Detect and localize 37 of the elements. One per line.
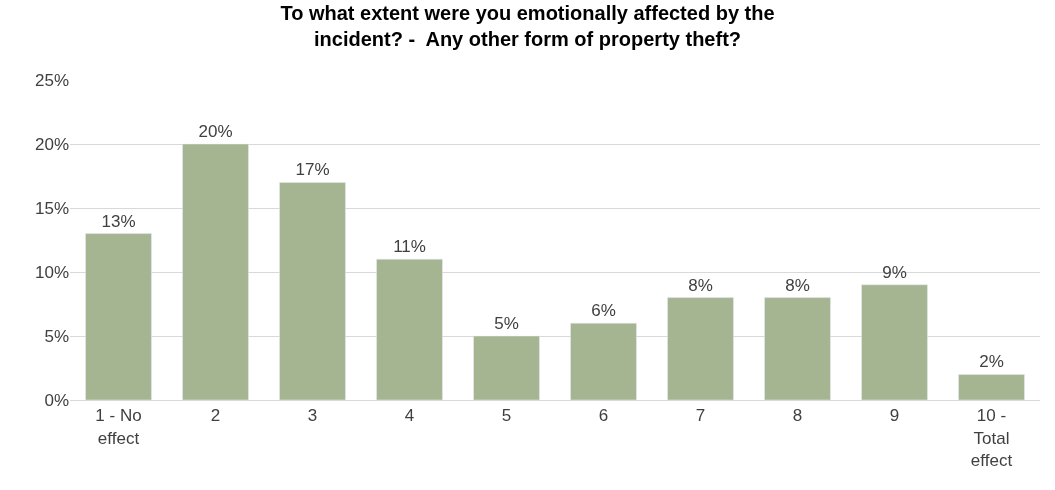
bar xyxy=(182,143,249,400)
x-tick-label: 5 xyxy=(501,406,512,426)
data-label: 20% xyxy=(198,122,233,141)
bar xyxy=(764,297,831,400)
bar xyxy=(570,322,637,400)
x-tick-label: 6 xyxy=(598,406,609,426)
x-tick-label: 1 - No effect xyxy=(95,406,142,448)
y-tick-label: 15% xyxy=(34,198,69,218)
y-tick-label: 5% xyxy=(44,326,69,346)
bar xyxy=(958,374,1025,400)
bar xyxy=(279,182,346,400)
bar xyxy=(85,233,152,400)
bar xyxy=(861,284,928,400)
data-label: 6% xyxy=(591,301,616,321)
y-tick-label: 25% xyxy=(34,70,69,90)
data-label: 5% xyxy=(494,314,519,333)
x-tick-label: 7 xyxy=(695,406,706,426)
x-tick-label: 2 xyxy=(210,406,221,426)
data-label: 8% xyxy=(785,275,810,295)
chart-title: To what extent were you emotionally affected by the incident? - Any other form of property theft? xyxy=(280,1,775,50)
y-tick-label: 10% xyxy=(34,262,69,282)
x-tick-label: 3 xyxy=(307,406,318,426)
x-tick-label: 9 xyxy=(889,406,900,426)
y-tick-label: 0% xyxy=(44,390,69,410)
data-label: 13% xyxy=(101,211,136,231)
data-label: 9% xyxy=(882,262,907,282)
x-tick-label: 8 xyxy=(792,406,803,426)
x-tick-label: 10 - Total effect xyxy=(970,406,1013,470)
data-label: 2% xyxy=(979,352,1004,372)
bar xyxy=(376,258,443,400)
bar xyxy=(473,335,540,400)
bar xyxy=(667,297,734,400)
data-label: 8% xyxy=(688,275,713,295)
y-tick-label: 20% xyxy=(34,134,69,154)
data-label: 17% xyxy=(295,160,330,180)
data-label: 11% xyxy=(393,237,426,257)
x-tick-label: 4 xyxy=(404,406,415,426)
